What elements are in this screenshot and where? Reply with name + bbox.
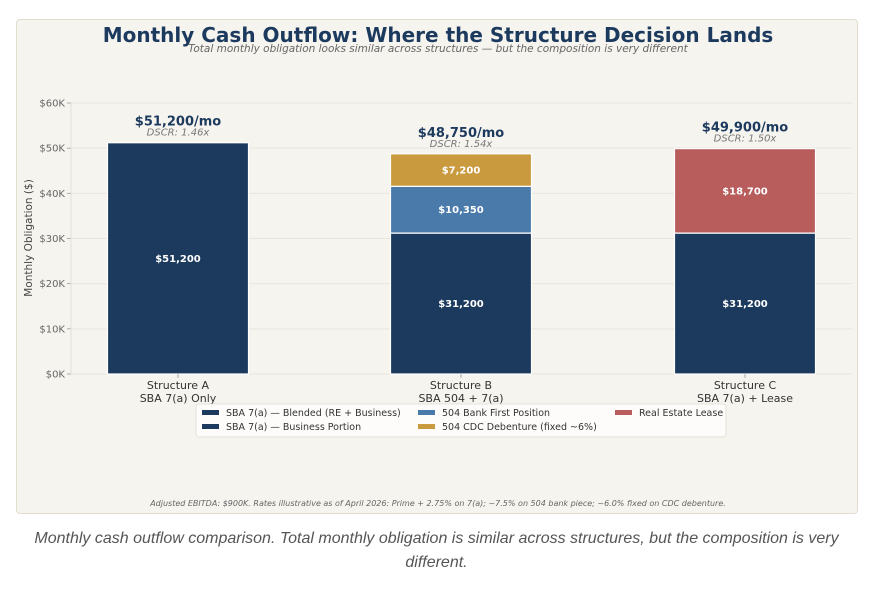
bar-dscr-label: DSCR: 1.50x xyxy=(714,134,777,145)
legend-label: 504 CDC Debenture (fixed ~6%) xyxy=(442,422,597,433)
y-tick-label: $40K xyxy=(39,189,65,200)
bar-segment xyxy=(389,232,533,375)
bar-segment xyxy=(389,153,533,187)
x-tick-label: Structure C xyxy=(714,379,777,392)
bar-segment-label: $10,350 xyxy=(438,205,484,216)
legend-swatch xyxy=(418,424,435,429)
legend-box xyxy=(195,403,727,438)
bar-segment-label: $7,200 xyxy=(442,166,481,177)
x-tick-label: Structure B xyxy=(430,379,492,392)
legend-label: SBA 7(a) — Business Portion xyxy=(226,422,361,433)
bar-segment xyxy=(673,148,817,234)
x-tick-sublabel: SBA 7(a) Only xyxy=(140,392,217,405)
bar-dscr-label: DSCR: 1.54x xyxy=(430,139,493,150)
y-tick-label: $20K xyxy=(39,279,65,290)
bar-segment xyxy=(106,142,250,375)
y-axis: $0K $10K $20K $30K $40K $50K $60K xyxy=(39,99,72,381)
y-tick-label: $30K xyxy=(39,234,65,245)
legend: SBA 7(a) — Blended (RE + Business) SBA 7(… xyxy=(195,403,727,438)
y-tick-label: $50K xyxy=(39,144,65,155)
legend-swatch xyxy=(202,424,219,429)
y-tick-label: $0K xyxy=(46,370,66,381)
legend-label: 504 Bank First Position xyxy=(442,408,550,419)
bar-segment-label: $18,700 xyxy=(722,186,768,197)
chart-title: Monthly Cash Outflow: Where the Structur… xyxy=(103,23,774,47)
x-tick-label: Structure A xyxy=(147,379,210,392)
stacked-bar-chart: Monthly Cash Outflow: Where the Structur… xyxy=(23,23,852,508)
legend-swatch xyxy=(615,410,632,415)
bar-total-label: $48,750/mo xyxy=(418,126,505,141)
chart-subtitle: Total monthly obligation looks similar a… xyxy=(188,43,688,55)
bar-segment-label: $51,200 xyxy=(155,254,201,265)
bar-segment-label: $31,200 xyxy=(722,299,768,310)
footnote: Adjusted EBITDA: $900K. Rates illustrati… xyxy=(149,499,726,508)
x-tick-sublabel: SBA 504 + 7(a) xyxy=(418,392,503,405)
y-axis-label: Monthly Obligation ($) xyxy=(23,179,35,297)
legend-swatch xyxy=(418,410,435,415)
legend-label: SBA 7(a) — Blended (RE + Business) xyxy=(226,408,401,419)
y-tick-label: $60K xyxy=(39,99,65,110)
y-tick-label: $10K xyxy=(39,324,65,335)
bar-segment-label: $31,200 xyxy=(438,299,484,310)
x-tick-sublabel: SBA 7(a) + Lease xyxy=(697,392,793,405)
legend-swatch xyxy=(202,410,219,415)
bar-dscr-label: DSCR: 1.46x xyxy=(147,128,210,139)
bar-total-label: $51,200/mo xyxy=(135,115,222,130)
figure-caption: Monthly cash outflow comparison. Total m… xyxy=(34,530,839,571)
bar-total-label: $49,900/mo xyxy=(702,121,789,136)
legend-label: Real Estate Lease xyxy=(639,408,723,419)
